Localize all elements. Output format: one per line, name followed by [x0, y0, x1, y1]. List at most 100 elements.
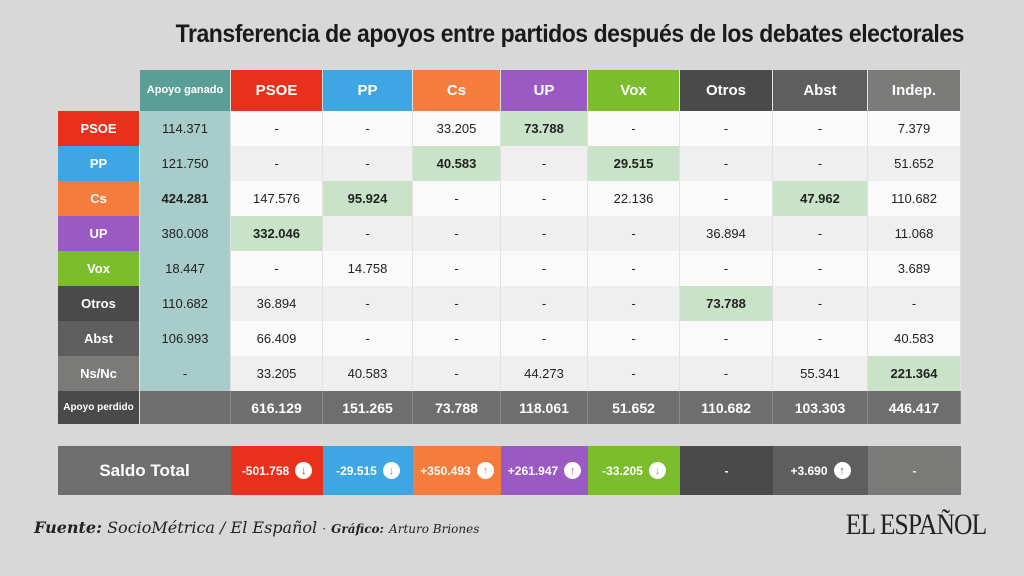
graphic-label: Gráfico:	[331, 522, 384, 536]
table-cell: 33.205	[413, 111, 501, 146]
column-header-pp: PP	[323, 70, 413, 111]
saldo-value: -501.758	[241, 463, 290, 478]
saldo-total-row: Saldo Total -501.758 ↓ -29.515 ↓ +350.493 ↑ +26…	[58, 446, 961, 495]
table-cell: -	[680, 321, 773, 356]
table-cell: 22.136	[588, 181, 680, 216]
row-label-nsnc: Ns/Nc	[58, 356, 140, 391]
arrow-down-icon: ↓	[382, 462, 400, 479]
table-cell: -	[773, 146, 868, 181]
table-cell: -	[323, 111, 413, 146]
saldo-cell: +350.493 ↑	[413, 446, 501, 495]
gained-cell: 106.993	[140, 321, 231, 356]
table-cell: -	[773, 251, 868, 286]
table-cell: 11.068	[868, 216, 961, 251]
row-label-pp: PP	[58, 146, 140, 181]
table-cell: -	[501, 146, 588, 181]
saldo-value: +261.947	[507, 463, 559, 478]
column-header-indep: Indep.	[868, 70, 961, 111]
table-cell: -	[680, 146, 773, 181]
table-cell: 36.894	[680, 216, 773, 251]
table-cell: -	[773, 321, 868, 356]
saldo-cell: +261.947 ↑	[501, 446, 588, 495]
table-cell: -	[680, 181, 773, 216]
table-cell: -	[413, 216, 501, 251]
lost-empty-cell	[140, 391, 231, 424]
table-cell: 14.758	[323, 251, 413, 286]
arrow-up-icon: ↑	[476, 462, 494, 479]
table-cell: -	[501, 251, 588, 286]
gained-cell: 121.750	[140, 146, 231, 181]
graphic-author: Arturo Briones	[389, 522, 480, 536]
table-cell: 44.273	[501, 356, 588, 391]
table-cell: 73.788	[501, 111, 588, 146]
table-cell: -	[588, 251, 680, 286]
table-cell: -	[413, 251, 501, 286]
table-cell: 40.583	[323, 356, 413, 391]
table-cell: -	[413, 321, 501, 356]
table-cell: -	[231, 251, 323, 286]
column-header-psoe: PSOE	[231, 70, 323, 111]
table-cell: -	[588, 111, 680, 146]
table-cell: -	[323, 146, 413, 181]
saldo-cell: -501.758 ↓	[231, 446, 323, 495]
saldo-cell: +3.690 ↑	[773, 446, 868, 495]
column-header-cs: Cs	[413, 70, 501, 111]
table-cell: -	[323, 321, 413, 356]
table-cell: 332.046	[231, 216, 323, 251]
table-cell: 110.682	[868, 181, 961, 216]
table-cell: 47.962	[773, 181, 868, 216]
table-cell: 147.576	[231, 181, 323, 216]
table-cell: -	[773, 111, 868, 146]
table-cell: -	[323, 286, 413, 321]
header-apoyo-ganado: Apoyo ganado	[140, 70, 231, 111]
source-text: SocioMétrica / El Español	[107, 518, 318, 537]
table-cell: -	[231, 111, 323, 146]
table-cell: 55.341	[773, 356, 868, 391]
column-header-abst: Abst	[773, 70, 868, 111]
column-header-otros: Otros	[680, 70, 773, 111]
row-label-cs: Cs	[58, 181, 140, 216]
lost-cell: 51.652	[588, 391, 680, 424]
gained-cell: 380.008	[140, 216, 231, 251]
row-label-psoe: PSOE	[58, 111, 140, 146]
saldo-value: +350.493	[420, 463, 471, 478]
saldo-cell: -	[868, 446, 961, 495]
lost-cell: 616.129	[231, 391, 323, 424]
table-cell: 40.583	[868, 321, 961, 356]
lost-cell: 73.788	[413, 391, 501, 424]
column-header-vox: Vox	[588, 70, 680, 111]
lost-cell: 110.682	[680, 391, 773, 424]
table-cell: 95.924	[323, 181, 413, 216]
separator: ·	[322, 522, 327, 536]
table-cell: 66.409	[231, 321, 323, 356]
gained-cell: -	[140, 356, 231, 391]
table-cell: 29.515	[588, 146, 680, 181]
table-cell: 33.205	[231, 356, 323, 391]
table-cell: -	[588, 356, 680, 391]
table-cell: -	[413, 286, 501, 321]
table-cell: -	[588, 286, 680, 321]
lost-cell: 103.303	[773, 391, 868, 424]
table-cell: -	[501, 181, 588, 216]
table-cell: -	[413, 356, 501, 391]
table-cell: -	[501, 216, 588, 251]
table-cell: -	[413, 181, 501, 216]
table-cell: -	[773, 216, 868, 251]
row-label-up: UP	[58, 216, 140, 251]
arrow-up-icon: ↑	[833, 462, 851, 479]
row-label-abst: Abst	[58, 321, 140, 356]
arrow-up-icon: ↑	[564, 462, 582, 479]
table-cell: -	[501, 286, 588, 321]
transfer-table: Apoyo ganado PSOE PP Cs UP Vox Otros Abst Indep.…	[58, 70, 961, 424]
gained-cell: 114.371	[140, 111, 231, 146]
table-cell: -	[501, 321, 588, 356]
table-cell: -	[231, 146, 323, 181]
corner-cell	[58, 70, 140, 111]
lost-cell: 118.061	[501, 391, 588, 424]
row-label-apoyo-perdido: Apoyo perdido	[58, 391, 140, 424]
source-label: Fuente:	[34, 518, 102, 537]
table-cell: -	[323, 216, 413, 251]
table-cell: 221.364	[868, 356, 961, 391]
chart-title: Transferencia de apoyos entre partidos d…	[175, 20, 965, 48]
saldo-total-label: Saldo Total	[58, 446, 231, 495]
